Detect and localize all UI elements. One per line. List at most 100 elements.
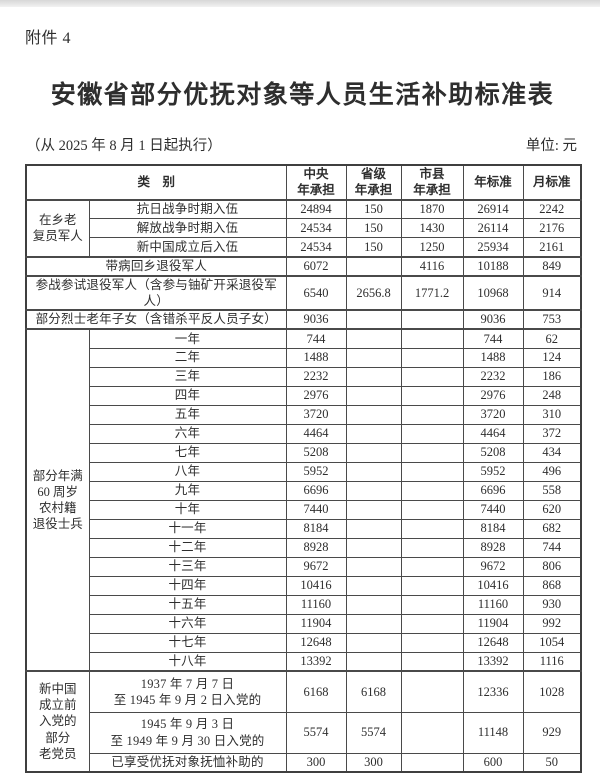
category-label-cell: 十年 xyxy=(88,499,287,520)
category-label-cell: 十二年 xyxy=(88,537,287,558)
table-row: 新中国 成立前 入党的 部分 老党员 1937 年 7 月 7 日 至 1945 … xyxy=(25,670,582,773)
value-cell: 5952 xyxy=(285,461,347,482)
table-row: 十三年 9672 9672 806 xyxy=(26,556,582,577)
value-cell: 600 xyxy=(462,752,524,773)
table-row: 在乡老 复员军人 抗日战争时期入伍 24894 150 1870 26914 2242 xyxy=(25,198,582,257)
value-cell: 753 xyxy=(522,309,582,330)
value-cell: 5574 xyxy=(345,711,402,754)
category-label-cell: 九年 xyxy=(88,480,287,501)
value-cell: 24534 xyxy=(285,237,347,257)
value-cell: 5952 xyxy=(462,461,524,482)
table-body: 在乡老 复员军人 抗日战争时期入伍 24894 150 1870 26914 2242 解放战… xyxy=(25,198,582,773)
value-cell xyxy=(400,556,464,577)
value-cell: 8928 xyxy=(285,537,347,558)
page-title: 安徽省部分优抚对象等人员生活补助标准表 xyxy=(50,82,555,109)
value-cell: 558 xyxy=(522,480,582,501)
value-cell xyxy=(400,461,464,482)
value-cell xyxy=(400,480,464,501)
table-row: 1945 年 9 月 3 日 至 1949 年 9 月 30 日入党的 5574 5… xyxy=(26,711,582,754)
value-cell: 6696 xyxy=(285,480,347,501)
col-header-annual-standard: 年标准 xyxy=(462,164,524,201)
table-row: 三年 2232 2232 186 xyxy=(26,366,582,387)
category-label-cell: 已享受优抚对象抚恤补助的 xyxy=(88,752,287,773)
value-cell: 6168 xyxy=(345,670,402,713)
value-cell: 11904 xyxy=(285,613,347,634)
value-cell xyxy=(400,711,464,754)
value-cell xyxy=(345,537,402,558)
category-label-cell: 一年 xyxy=(88,328,287,349)
value-cell: 992 xyxy=(522,613,582,634)
category-label-cell: 五年 xyxy=(88,404,287,425)
value-cell: 12336 xyxy=(462,670,524,713)
value-cell: 7440 xyxy=(285,499,347,520)
value-cell: 10416 xyxy=(462,575,524,596)
value-cell: 6072 xyxy=(285,255,347,276)
table-row: 十五年 11160 11160 930 xyxy=(26,594,582,615)
category-label-cell: 十六年 xyxy=(88,613,287,634)
category-label-cell: 四年 xyxy=(88,385,287,406)
table-row: 五年 3720 3720 310 xyxy=(26,404,582,425)
value-cell: 1054 xyxy=(522,632,582,653)
value-cell: 124 xyxy=(522,347,582,368)
value-cell: 13392 xyxy=(462,651,524,672)
value-cell xyxy=(345,461,402,482)
category-label-cell: 部分烈士老年子女（含错杀平反人员子女） xyxy=(25,309,287,330)
value-cell xyxy=(345,309,402,330)
value-cell: 6168 xyxy=(285,670,347,713)
value-cell xyxy=(345,347,402,368)
value-cell: 24534 xyxy=(285,218,347,238)
category-label-cell: 抗日战争时期入伍 xyxy=(88,198,287,219)
value-cell: 8184 xyxy=(462,518,524,539)
value-cell xyxy=(400,670,464,713)
value-cell xyxy=(400,594,464,615)
value-cell: 2656.8 xyxy=(345,274,402,311)
col-header-provincial-annual: 省级 年承担 xyxy=(345,164,402,201)
table-row: 十年 7440 7440 620 xyxy=(26,499,582,520)
value-cell xyxy=(345,518,402,539)
effective-date-note: （从 2025 年 8 月 1 日起执行） xyxy=(26,138,222,154)
value-cell: 849 xyxy=(522,255,582,276)
table-row: 解放战争时期入伍 24534 150 1430 26114 2176 xyxy=(26,218,582,238)
category-group-cell: 新中国 成立前 入党的 部分 老党员 xyxy=(25,670,90,773)
table-row: 十七年 12648 12648 1054 xyxy=(26,632,582,653)
value-cell: 620 xyxy=(522,499,582,520)
scan-edge-artifact xyxy=(0,0,600,7)
value-cell: 6696 xyxy=(462,480,524,501)
value-cell: 6540 xyxy=(285,274,347,311)
value-cell xyxy=(400,442,464,463)
value-cell: 9672 xyxy=(285,556,347,577)
value-cell: 186 xyxy=(522,366,582,387)
value-cell: 5208 xyxy=(285,442,347,463)
value-cell xyxy=(400,613,464,634)
value-cell: 150 xyxy=(345,198,402,219)
value-cell: 929 xyxy=(522,711,582,754)
value-cell xyxy=(345,594,402,615)
value-cell: 2232 xyxy=(462,366,524,387)
value-cell xyxy=(345,328,402,349)
col-header-city-county-annual: 市县 年承担 xyxy=(400,164,464,201)
category-label-cell: 解放战争时期入伍 xyxy=(88,218,287,238)
value-cell: 8184 xyxy=(285,518,347,539)
value-cell xyxy=(400,518,464,539)
unit-label: 单位: 元 xyxy=(525,138,577,154)
value-cell: 1488 xyxy=(285,347,347,368)
value-cell xyxy=(400,366,464,387)
value-cell: 682 xyxy=(522,518,582,539)
subtitle-row: （从 2025 年 8 月 1 日起执行） 单位: 元 xyxy=(25,134,580,155)
value-cell: 26914 xyxy=(462,198,524,219)
value-cell: 9036 xyxy=(462,309,524,330)
value-cell: 2242 xyxy=(522,198,582,219)
value-cell: 744 xyxy=(522,537,582,558)
value-cell xyxy=(400,309,464,330)
value-cell: 25934 xyxy=(462,237,524,257)
value-cell: 300 xyxy=(285,752,347,773)
value-cell: 806 xyxy=(522,556,582,577)
table-row: 十一年 8184 8184 682 xyxy=(26,518,582,539)
value-cell: 1870 xyxy=(400,198,464,219)
value-cell xyxy=(400,404,464,425)
value-cell xyxy=(400,575,464,596)
table-row: 部分烈士老年子女（含错杀平反人员子女） 9036 9036 753 xyxy=(25,309,582,330)
value-cell: 11148 xyxy=(462,711,524,754)
value-cell xyxy=(345,575,402,596)
